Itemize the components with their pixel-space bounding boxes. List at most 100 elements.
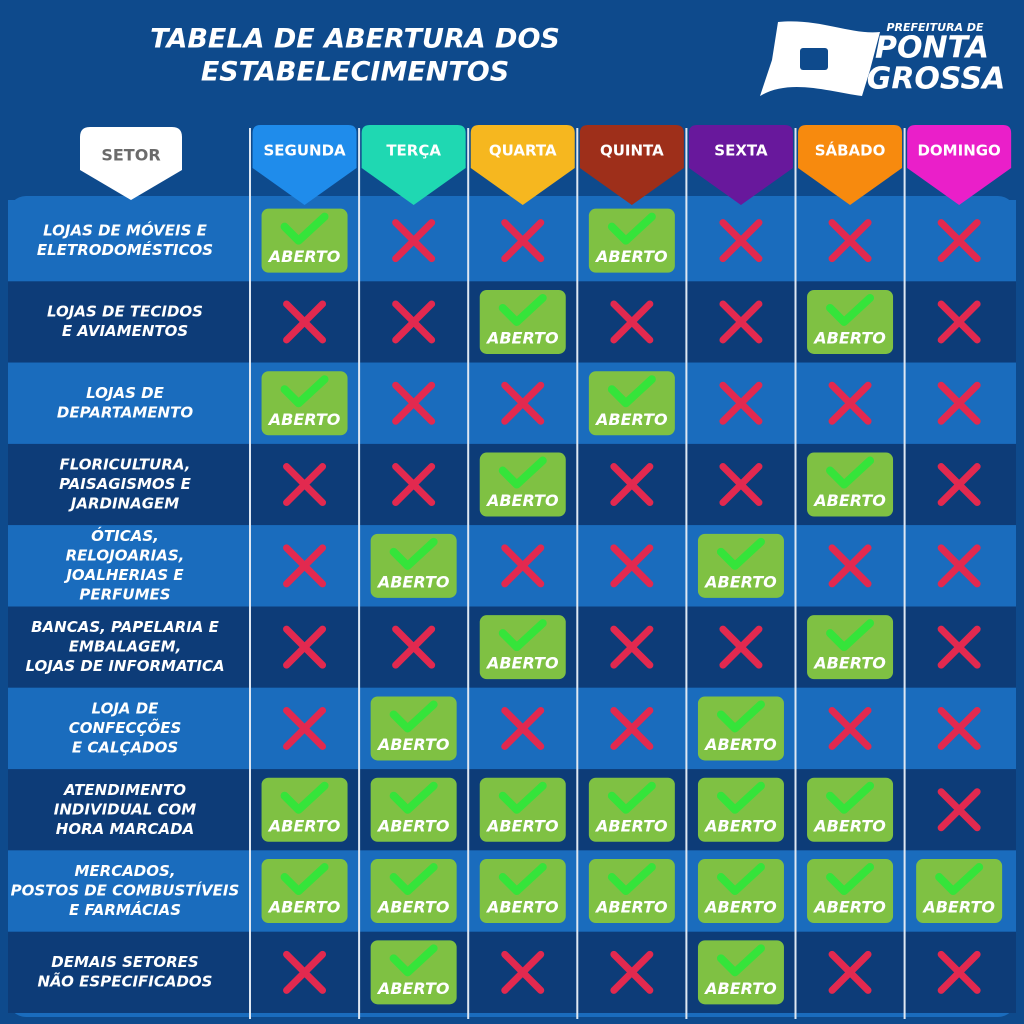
open-cell: ABERTO	[370, 940, 457, 1005]
cross-mark	[937, 381, 981, 425]
check-mark	[826, 456, 875, 489]
day-badge	[579, 125, 684, 205]
check-mark	[607, 375, 656, 408]
setor-badge	[80, 127, 182, 200]
open-label: ABERTO	[594, 898, 668, 917]
sector-label: PAISAGISMOS E	[59, 475, 192, 493]
open-label: ABERTO	[376, 979, 450, 998]
open-label: ABERTO	[485, 328, 559, 347]
sector-label: E AVIAMENTOS	[62, 322, 188, 340]
open-cell: ABERTO	[370, 859, 457, 924]
check-mark	[389, 863, 438, 896]
check-mark	[716, 863, 765, 896]
day-badge	[688, 125, 793, 205]
open-cell: ABERTO	[697, 533, 784, 598]
cross-mark	[937, 706, 981, 750]
open-cell: ABERTO	[370, 777, 457, 842]
cross-mark	[283, 300, 327, 344]
sector-label: POSTOS DE COMBUSTÍVEIS	[11, 881, 240, 900]
open-label: ABERTO	[703, 898, 777, 917]
cross-mark	[937, 463, 981, 507]
open-label: ABERTO	[485, 816, 559, 835]
check-mark	[389, 944, 438, 977]
sector-label: RELOJOARIAS,	[66, 547, 185, 565]
sector-label: ÓTICAS,	[91, 526, 159, 545]
closed-cell	[828, 544, 872, 588]
cross-mark	[610, 463, 654, 507]
cross-mark	[610, 544, 654, 588]
open-label: ABERTO	[267, 816, 341, 835]
cross-mark	[283, 950, 327, 994]
day-header: DOMINGO	[917, 142, 1000, 160]
setor-header: SETOR	[101, 146, 160, 165]
closed-cell	[937, 788, 981, 832]
closed-cell	[610, 300, 654, 344]
open-label: ABERTO	[267, 247, 341, 266]
open-label: ABERTO	[812, 491, 886, 510]
cross-mark	[828, 381, 872, 425]
cross-mark	[392, 463, 436, 507]
closed-cell	[937, 300, 981, 344]
cross-mark	[937, 300, 981, 344]
check-mark	[716, 537, 765, 570]
check-mark	[389, 537, 438, 570]
open-cell: ABERTO	[588, 371, 675, 436]
sector-label: JOALHERIAS E	[63, 566, 184, 584]
check-mark	[826, 293, 875, 326]
closed-cell	[828, 381, 872, 425]
open-label: ABERTO	[703, 735, 777, 754]
open-cell: ABERTO	[479, 289, 566, 354]
closed-cell	[937, 544, 981, 588]
closed-cell	[828, 950, 872, 994]
check-mark	[498, 456, 547, 489]
closed-cell	[283, 544, 327, 588]
open-cell: ABERTO	[588, 208, 675, 273]
open-label: ABERTO	[267, 898, 341, 917]
cross-mark	[937, 625, 981, 669]
sector-label: ATENDIMENTO	[63, 781, 186, 799]
table: SETOR SEGUNDA TERÇA QUARTA QUINTA SEXTA SÁBADO…	[8, 125, 1016, 1019]
cross-mark	[719, 219, 763, 263]
open-cell: ABERTO	[479, 859, 566, 924]
cross-mark	[719, 625, 763, 669]
check-mark	[607, 781, 656, 814]
open-label: ABERTO	[376, 898, 450, 917]
title-line: TABELA DE ABERTURA DOS	[150, 24, 560, 55]
closed-cell	[937, 463, 981, 507]
sector-label: LOJAS DE	[86, 384, 164, 402]
check-mark	[389, 781, 438, 814]
check-mark	[280, 863, 329, 896]
open-cell: ABERTO	[261, 859, 348, 924]
closed-cell	[937, 950, 981, 994]
open-cell: ABERTO	[370, 533, 457, 598]
cross-mark	[283, 706, 327, 750]
open-label: ABERTO	[812, 654, 886, 673]
cross-mark	[501, 706, 545, 750]
open-cell: ABERTO	[807, 859, 894, 924]
sector-label: MERCADOS,	[74, 862, 175, 880]
cross-mark	[501, 544, 545, 588]
day-header: QUARTA	[489, 142, 557, 160]
open-cell: ABERTO	[807, 777, 894, 842]
cross-mark	[610, 625, 654, 669]
cross-mark	[392, 381, 436, 425]
open-cell: ABERTO	[697, 696, 784, 761]
closed-cell	[937, 381, 981, 425]
closed-cell	[828, 706, 872, 750]
closed-cell	[719, 219, 763, 263]
check-mark	[826, 619, 875, 652]
closed-cell	[392, 219, 436, 263]
open-cell: ABERTO	[588, 859, 675, 924]
open-label: ABERTO	[376, 572, 450, 591]
open-cell: ABERTO	[697, 777, 784, 842]
day-badge	[907, 125, 1012, 205]
sector-label: CONFECÇÕES	[69, 718, 182, 737]
cross-mark	[610, 300, 654, 344]
open-cell: ABERTO	[261, 777, 348, 842]
cross-mark	[283, 463, 327, 507]
check-mark	[716, 781, 765, 814]
check-mark	[826, 781, 875, 814]
cross-mark	[937, 544, 981, 588]
closed-cell	[719, 381, 763, 425]
